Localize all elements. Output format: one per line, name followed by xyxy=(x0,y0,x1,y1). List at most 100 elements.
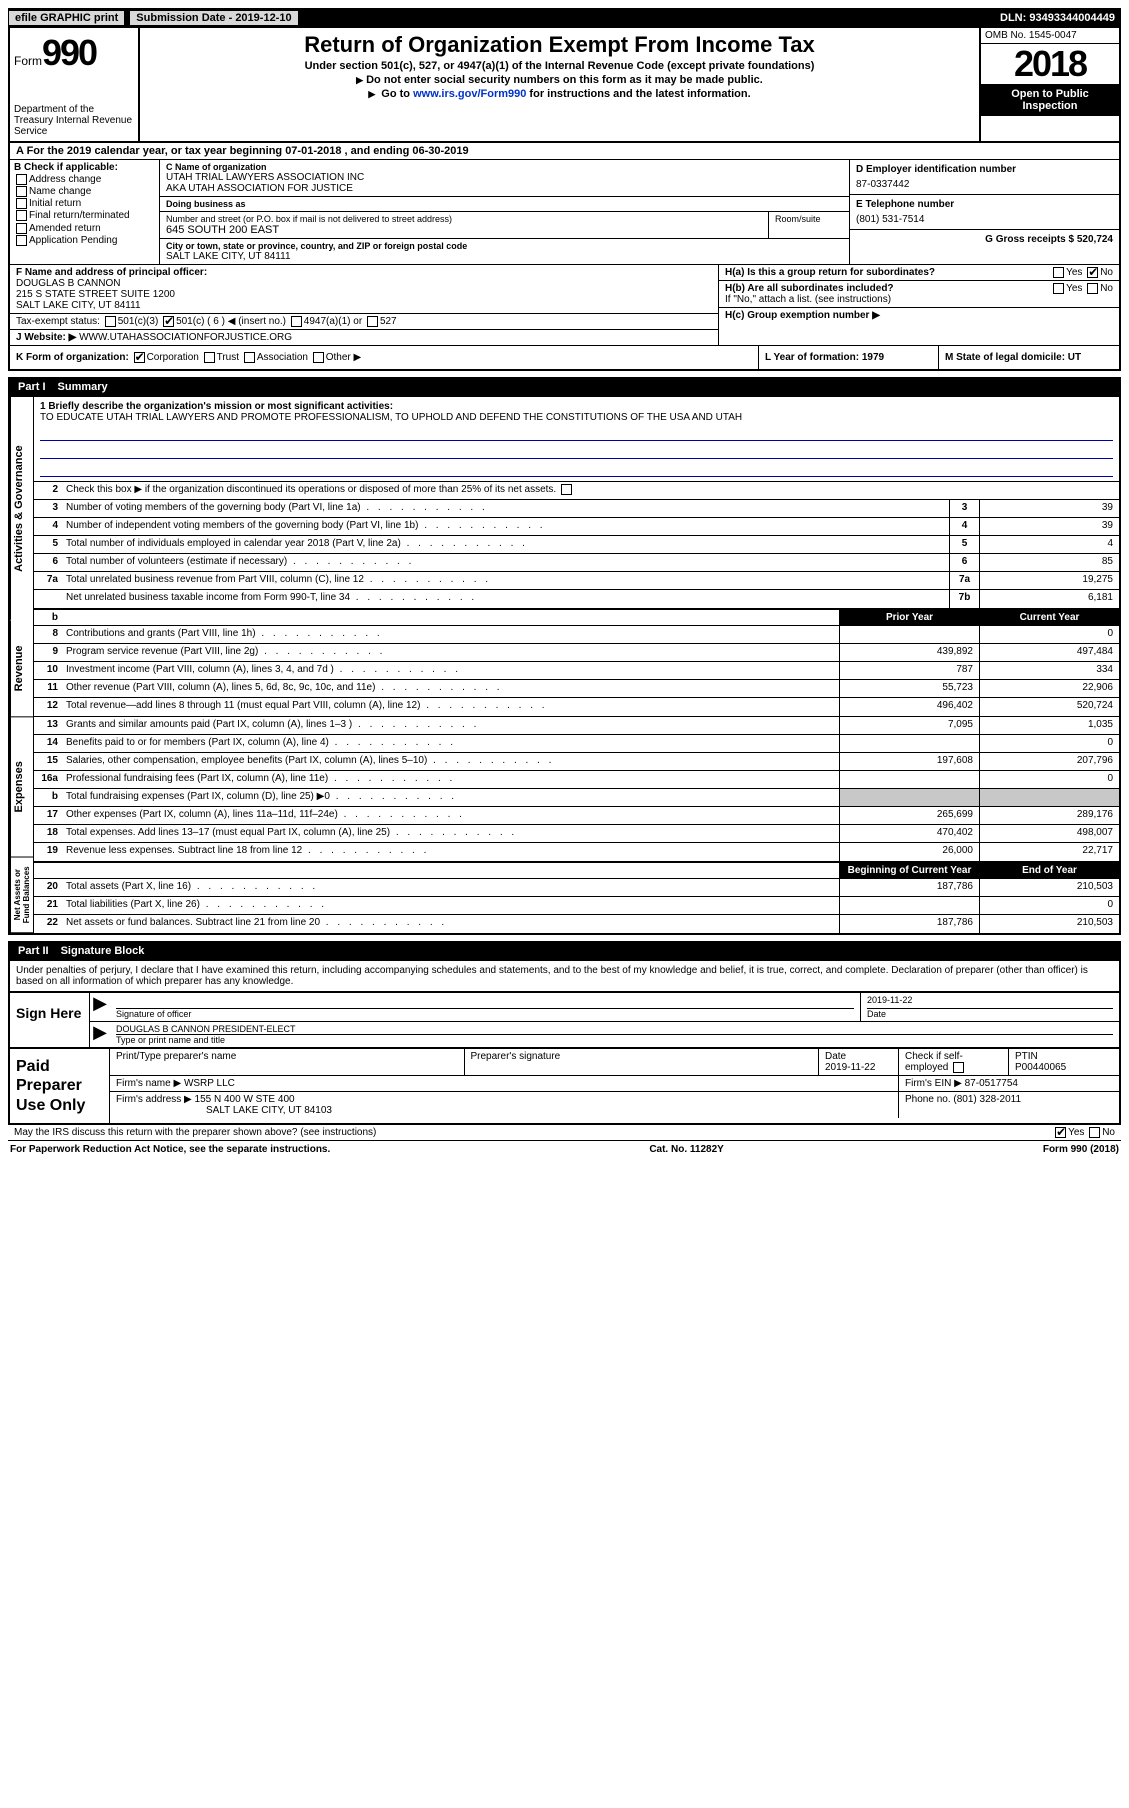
chk-hb-yes[interactable] xyxy=(1053,283,1064,294)
org-aka: AKA UTAH ASSOCIATION FOR JUSTICE xyxy=(166,183,843,194)
dept-treasury: Department of the Treasury Internal Reve… xyxy=(14,104,134,137)
form-title: Return of Organization Exempt From Incom… xyxy=(148,32,971,58)
chk-assoc[interactable] xyxy=(244,352,255,363)
table-row: 17Other expenses (Part IX, column (A), l… xyxy=(34,807,1119,825)
footer-form: Form 990 (2018) xyxy=(1043,1144,1119,1155)
street-address: 645 SOUTH 200 EAST xyxy=(166,224,762,236)
table-row: 21Total liabilities (Part X, line 26)0 xyxy=(34,897,1119,915)
vert-netassets: Net Assets or Fund Balances xyxy=(10,857,34,933)
chk-pending[interactable] xyxy=(16,235,27,246)
table-row: 5Total number of individuals employed in… xyxy=(34,536,1119,554)
vert-activities: Activities & Governance xyxy=(10,397,34,620)
chk-trust[interactable] xyxy=(204,352,215,363)
tax-status-label: Tax-exempt status: xyxy=(16,316,100,327)
chk-amended[interactable] xyxy=(16,223,27,234)
vert-expenses: Expenses xyxy=(10,718,34,858)
suite-label: Room/suite xyxy=(775,214,843,224)
sign-here-block: Sign Here ▶ Signature of officer 2019-11… xyxy=(8,993,1121,1049)
irs-discuss-q: May the IRS discuss this return with the… xyxy=(14,1127,1053,1138)
chk-ha-no[interactable] xyxy=(1087,267,1098,278)
city-address: SALT LAKE CITY, UT 84111 xyxy=(166,251,843,262)
org-name-label: C Name of organization xyxy=(166,162,843,172)
table-row: 8Contributions and grants (Part VIII, li… xyxy=(34,626,1119,644)
firm-name-label: Firm's name ▶ xyxy=(116,1078,181,1089)
chk-address-change[interactable] xyxy=(16,174,27,185)
hb-note: If "No," attach a list. (see instruction… xyxy=(725,294,891,305)
officer-addr1: 215 S STATE STREET SUITE 1200 xyxy=(16,289,175,300)
sig-arrow-icon: ▶ xyxy=(90,993,110,1021)
firm-name: WSRP LLC xyxy=(184,1078,235,1089)
chk-4947[interactable] xyxy=(291,316,302,327)
ein-value: 87-0337442 xyxy=(856,179,1113,190)
chk-name-change[interactable] xyxy=(16,186,27,197)
prep-date: 2019-11-22 xyxy=(825,1062,892,1073)
irs-link[interactable]: www.irs.gov/Form990 xyxy=(413,88,526,100)
tax-year: 2018 xyxy=(981,44,1119,84)
chk-ha-yes[interactable] xyxy=(1053,267,1064,278)
chk-501c[interactable] xyxy=(163,316,174,327)
table-row: 16aProfessional fundraising fees (Part I… xyxy=(34,771,1119,789)
q1-label: 1 Briefly describe the organization's mi… xyxy=(40,401,1113,412)
ptin-label: PTIN xyxy=(1015,1051,1113,1062)
phone-value: (801) 531-7514 xyxy=(856,214,1113,225)
chk-corp[interactable] xyxy=(134,352,145,363)
year-formation: L Year of formation: 1979 xyxy=(759,346,939,369)
table-row: 10Investment income (Part VIII, column (… xyxy=(34,662,1119,680)
vert-revenue: Revenue xyxy=(10,620,34,717)
hdr-current-year: Current Year xyxy=(979,610,1119,625)
ein-label: D Employer identification number xyxy=(856,164,1113,175)
sig-name-label: Type or print name and title xyxy=(116,1035,1113,1045)
state-domicile: M State of legal domicile: UT xyxy=(939,346,1119,369)
website-label: J Website: ▶ xyxy=(16,332,76,343)
paid-preparer-label: Paid Preparer Use Only xyxy=(10,1049,110,1123)
footer-catno: Cat. No. 11282Y xyxy=(649,1144,723,1155)
chk-initial-return[interactable] xyxy=(16,198,27,209)
ha-label: H(a) Is this a group return for subordin… xyxy=(725,267,935,278)
street-label: Number and street (or P.O. box if mail i… xyxy=(166,214,762,224)
prep-check-self: Check if self-employed xyxy=(899,1049,1009,1075)
chk-501c3[interactable] xyxy=(105,316,116,327)
part2-header: Part II Signature Block xyxy=(8,941,1121,961)
chk-other[interactable] xyxy=(313,352,324,363)
officer-name: DOUGLAS B CANNON xyxy=(16,278,120,289)
chk-hb-no[interactable] xyxy=(1087,283,1098,294)
hc-label: H(c) Group exemption number ▶ xyxy=(725,310,880,321)
sig-arrow-icon-2: ▶ xyxy=(90,1022,110,1047)
chk-final-return[interactable] xyxy=(16,210,27,221)
sign-here-label: Sign Here xyxy=(10,993,90,1047)
table-row: 14Benefits paid to or for members (Part … xyxy=(34,735,1119,753)
sig-name: DOUGLAS B CANNON PRESIDENT-ELECT xyxy=(116,1024,1113,1035)
sig-date-label: Date xyxy=(867,1009,1113,1019)
table-row: 22Net assets or fund balances. Subtract … xyxy=(34,915,1119,933)
open-to-public: Open to Public Inspection xyxy=(981,84,1119,116)
city-label: City or town, state or province, country… xyxy=(166,241,843,251)
form-number: Form990 xyxy=(14,32,134,74)
chk-discontinued[interactable] xyxy=(561,484,572,495)
efile-print-btn[interactable]: efile GRAPHIC print xyxy=(8,10,125,26)
chk-irs-yes[interactable] xyxy=(1055,1127,1066,1138)
hdr-end-year: End of Year xyxy=(979,863,1119,878)
firm-addr2: SALT LAKE CITY, UT 84103 xyxy=(206,1105,332,1116)
sig-date: 2019-11-22 xyxy=(867,995,1113,1009)
hb-label: H(b) Are all subordinates included? xyxy=(725,283,894,294)
firm-addr1: 155 N 400 W STE 400 xyxy=(195,1094,295,1105)
submission-date: Submission Date - 2019-12-10 xyxy=(129,10,298,26)
table-row: 13Grants and similar amounts paid (Part … xyxy=(34,717,1119,735)
row-k: K Form of organization: Corporation Trus… xyxy=(8,346,1121,371)
chk-527[interactable] xyxy=(367,316,378,327)
firm-phone-label: Phone no. xyxy=(905,1094,951,1105)
table-row: 11Other revenue (Part VIII, column (A), … xyxy=(34,680,1119,698)
col-b-checkboxes: B Check if applicable: Address change Na… xyxy=(10,160,160,264)
prep-name-label: Print/Type preparer's name xyxy=(110,1049,465,1075)
chk-self-employed[interactable] xyxy=(953,1062,964,1073)
form-subtitle-3: Go to www.irs.gov/Form990 for instructio… xyxy=(148,88,971,100)
chk-irs-no[interactable] xyxy=(1089,1127,1100,1138)
phone-label: E Telephone number xyxy=(856,199,1113,210)
q2-text: Check this box ▶ if the organization dis… xyxy=(62,482,1119,499)
table-row: 3Number of voting members of the governi… xyxy=(34,500,1119,518)
paid-preparer-block: Paid Preparer Use Only Print/Type prepar… xyxy=(8,1049,1121,1125)
footer-paperwork: For Paperwork Reduction Act Notice, see … xyxy=(10,1144,330,1155)
row-a-tax-year: A For the 2019 calendar year, or tax yea… xyxy=(8,143,1121,160)
form-subtitle-2: Do not enter social security numbers on … xyxy=(148,74,971,86)
table-row: Net unrelated business taxable income fr… xyxy=(34,590,1119,608)
